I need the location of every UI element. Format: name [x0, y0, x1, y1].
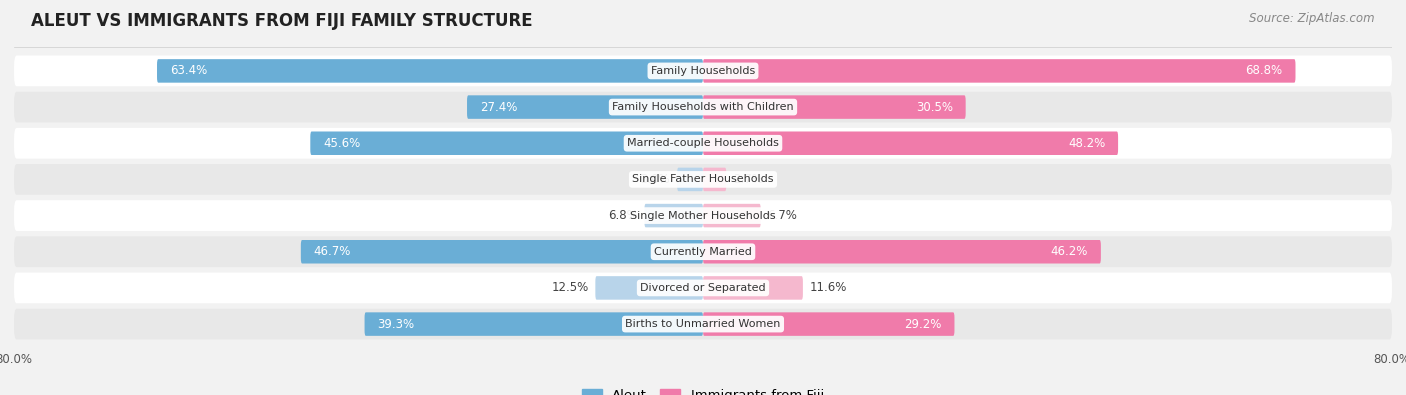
FancyBboxPatch shape: [703, 276, 803, 300]
FancyBboxPatch shape: [311, 132, 703, 155]
Text: 6.8%: 6.8%: [607, 209, 637, 222]
FancyBboxPatch shape: [14, 273, 1392, 303]
FancyBboxPatch shape: [703, 204, 761, 228]
Text: 39.3%: 39.3%: [377, 318, 415, 331]
Text: 12.5%: 12.5%: [551, 281, 589, 294]
Text: Family Households with Children: Family Households with Children: [612, 102, 794, 112]
FancyBboxPatch shape: [14, 164, 1392, 195]
Text: ALEUT VS IMMIGRANTS FROM FIJI FAMILY STRUCTURE: ALEUT VS IMMIGRANTS FROM FIJI FAMILY STR…: [31, 12, 533, 30]
Text: Births to Unmarried Women: Births to Unmarried Women: [626, 319, 780, 329]
Text: 29.2%: 29.2%: [904, 318, 942, 331]
Text: Currently Married: Currently Married: [654, 247, 752, 257]
FancyBboxPatch shape: [678, 167, 703, 191]
Text: 30.5%: 30.5%: [915, 101, 953, 114]
FancyBboxPatch shape: [14, 200, 1392, 231]
FancyBboxPatch shape: [703, 95, 966, 119]
FancyBboxPatch shape: [703, 167, 727, 191]
FancyBboxPatch shape: [14, 128, 1392, 159]
FancyBboxPatch shape: [467, 95, 703, 119]
FancyBboxPatch shape: [703, 312, 955, 336]
FancyBboxPatch shape: [157, 59, 703, 83]
Text: 46.7%: 46.7%: [314, 245, 352, 258]
FancyBboxPatch shape: [595, 276, 703, 300]
Text: 3.0%: 3.0%: [641, 173, 671, 186]
FancyBboxPatch shape: [14, 236, 1392, 267]
FancyBboxPatch shape: [14, 92, 1392, 122]
Text: Family Households: Family Households: [651, 66, 755, 76]
Text: 6.7%: 6.7%: [768, 209, 797, 222]
FancyBboxPatch shape: [703, 59, 1295, 83]
FancyBboxPatch shape: [703, 240, 1101, 263]
Legend: Aleut, Immigrants from Fiji: Aleut, Immigrants from Fiji: [576, 384, 830, 395]
Text: 46.2%: 46.2%: [1050, 245, 1088, 258]
FancyBboxPatch shape: [301, 240, 703, 263]
FancyBboxPatch shape: [14, 56, 1392, 86]
Text: 2.7%: 2.7%: [733, 173, 763, 186]
Text: Divorced or Separated: Divorced or Separated: [640, 283, 766, 293]
FancyBboxPatch shape: [14, 309, 1392, 339]
Text: Single Mother Households: Single Mother Households: [630, 211, 776, 220]
Text: 27.4%: 27.4%: [479, 101, 517, 114]
Text: 68.8%: 68.8%: [1246, 64, 1282, 77]
Text: 45.6%: 45.6%: [323, 137, 360, 150]
Text: Married-couple Households: Married-couple Households: [627, 138, 779, 148]
Text: Source: ZipAtlas.com: Source: ZipAtlas.com: [1250, 12, 1375, 25]
Text: 63.4%: 63.4%: [170, 64, 207, 77]
Text: 11.6%: 11.6%: [810, 281, 848, 294]
FancyBboxPatch shape: [364, 312, 703, 336]
Text: Single Father Households: Single Father Households: [633, 175, 773, 184]
FancyBboxPatch shape: [703, 132, 1118, 155]
FancyBboxPatch shape: [644, 204, 703, 228]
Text: 48.2%: 48.2%: [1069, 137, 1105, 150]
